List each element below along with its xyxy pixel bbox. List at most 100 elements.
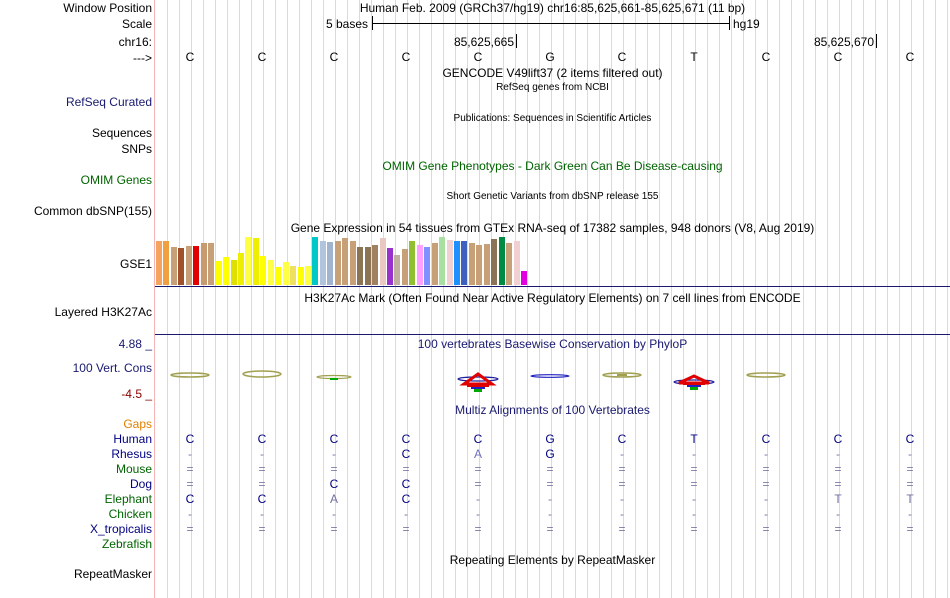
alignment-cell: =	[186, 522, 194, 536]
species-label[interactable]: X_tropicalis	[89, 522, 152, 536]
grid-line	[227, 0, 228, 598]
gtex-tissue-bar[interactable]	[163, 240, 170, 285]
gtex-tissue-bar[interactable]	[424, 246, 431, 285]
grid-line	[395, 0, 396, 598]
gencode-title[interactable]: GENCODE V49lift37 (2 items filtered out)	[442, 66, 663, 80]
sequences-track-label[interactable]: Sequences	[91, 126, 152, 140]
phylop-title[interactable]: 100 vertebrates Basewise Conservation by…	[417, 337, 688, 351]
gtex-tissue-bar[interactable]	[454, 240, 460, 285]
gtex-tissue-bar[interactable]	[446, 239, 453, 285]
species-label[interactable]: Human	[113, 432, 152, 446]
species-label[interactable]: Chicken	[108, 507, 152, 521]
gaps-label[interactable]: Gaps	[123, 417, 152, 431]
grid-line	[599, 0, 600, 598]
gtex-tissue-bar[interactable]	[521, 270, 528, 285]
gtex-tissue-bar[interactable]	[439, 237, 446, 285]
omim-title[interactable]: OMIM Gene Phenotypes - Dark Green Can Be…	[382, 159, 723, 173]
refseq-track-label[interactable]: RefSeq Curated	[65, 95, 152, 109]
sequence-base: T	[690, 50, 698, 64]
gtex-tissue-bar[interactable]	[401, 249, 408, 285]
species-label[interactable]: Rhesus	[111, 447, 152, 461]
grid-line	[323, 0, 324, 598]
refseq-title[interactable]: RefSeq genes from NCBI	[496, 82, 609, 93]
gtex-tissue-bar[interactable]	[342, 237, 349, 285]
grid-line	[935, 0, 936, 598]
gtex-tissue-bar[interactable]	[349, 240, 356, 285]
gtex-tissue-bar[interactable]	[178, 247, 185, 285]
grid-line	[851, 0, 852, 598]
dbsnp-track-label[interactable]: Common dbSNP(155)	[33, 204, 152, 218]
snps-track-label[interactable]: SNPs	[121, 142, 152, 156]
grid-line	[803, 0, 804, 598]
gtex-tissue-bar[interactable]	[267, 260, 274, 285]
gtex-tissue-bar[interactable]	[327, 241, 334, 285]
publications-title[interactable]: Publications: Sequences in Scientific Ar…	[453, 113, 652, 124]
gtex-tissue-bar[interactable]	[230, 260, 237, 285]
gtex-tissue-bar[interactable]	[260, 256, 267, 285]
alignment-cell: -	[764, 447, 768, 461]
gtex-tissue-bar[interactable]	[312, 237, 319, 285]
h3k27ac-track-label[interactable]: Layered H3K27Ac	[54, 305, 152, 319]
grid-line	[299, 0, 300, 598]
gtex-tissue-bar[interactable]	[252, 237, 259, 285]
gtex-tissue-bar[interactable]	[237, 253, 244, 285]
strand-label[interactable]: --->	[133, 51, 152, 65]
grid-line	[647, 0, 648, 598]
species-label[interactable]: Dog	[129, 477, 152, 491]
gtex-tissue-bar[interactable]	[461, 240, 468, 285]
gtex-tissue-bar[interactable]	[498, 237, 505, 285]
gtex-tissue-bar[interactable]	[483, 243, 490, 285]
gtex-expression-bars[interactable]	[156, 237, 536, 285]
h3k27ac-title[interactable]: H3K27Ac Mark (Often Found Near Active Re…	[304, 291, 801, 305]
gtex-tissue-bar[interactable]	[215, 261, 222, 285]
gtex-tissue-bar[interactable]	[416, 244, 423, 285]
gtex-tissue-bar[interactable]	[245, 237, 252, 285]
gtex-tissue-bar[interactable]	[208, 242, 215, 285]
repeatmasker-track-label[interactable]: RepeatMasker	[73, 567, 152, 581]
species-label[interactable]: Elephant	[104, 492, 152, 506]
gtex-tissue-bar[interactable]	[394, 255, 401, 285]
gtex-tissue-bar[interactable]	[193, 245, 200, 285]
gtex-tissue-bar[interactable]	[297, 266, 304, 285]
gtex-tissue-bar[interactable]	[364, 246, 371, 285]
gtex-tissue-bar[interactable]	[334, 240, 341, 285]
gtex-tissue-bar[interactable]	[156, 240, 162, 285]
cons-track-label[interactable]: 100 Vert. Cons	[72, 361, 152, 375]
gtex-tissue-bar[interactable]	[409, 240, 416, 285]
alignment-cell: G	[545, 447, 555, 461]
gtex-tissue-bar[interactable]	[290, 265, 297, 285]
gtex-tissue-bar[interactable]	[357, 246, 364, 285]
gtex-tissue-bar[interactable]	[379, 237, 386, 285]
omim-track-label[interactable]: OMIM Genes	[80, 173, 152, 187]
gtex-tissue-bar[interactable]	[491, 238, 498, 285]
gtex-tissue-bar[interactable]	[319, 240, 326, 285]
dbsnp-title[interactable]: Short Genetic Variants from dbSNP releas…	[446, 191, 659, 202]
gtex-tissue-bar[interactable]	[468, 242, 475, 285]
gtex-tissue-bar[interactable]	[200, 242, 207, 285]
gtex-tissue-bar[interactable]	[282, 261, 289, 285]
grid-line	[383, 0, 384, 598]
gse-track-label[interactable]: GSE1	[119, 257, 152, 271]
scale-text: 5 bases	[325, 17, 368, 31]
multiz-title[interactable]: Multiz Alignments of 100 Vertebrates	[455, 403, 650, 417]
phylop-graph[interactable]	[155, 360, 950, 400]
gtex-tissue-bar[interactable]	[223, 257, 230, 285]
species-label[interactable]: Zebrafish	[101, 537, 152, 551]
gtex-title[interactable]: Gene Expression in 54 tissues from GTEx …	[290, 221, 815, 235]
sequence-base: C	[833, 50, 843, 64]
gtex-tissue-bar[interactable]	[476, 244, 483, 285]
gtex-tissue-bar[interactable]	[170, 246, 177, 285]
gtex-tissue-bar[interactable]	[386, 247, 393, 285]
scale-db: hg19	[733, 17, 760, 31]
species-label[interactable]: Mouse	[115, 462, 152, 476]
gtex-tissue-bar[interactable]	[305, 265, 311, 285]
repeatmasker-title[interactable]: Repeating Elements by RepeatMasker	[449, 553, 656, 567]
alignment-cell: -	[836, 447, 840, 461]
grid-line	[311, 0, 312, 598]
gtex-tissue-bar[interactable]	[372, 244, 379, 285]
gtex-tissue-bar[interactable]	[185, 245, 192, 285]
gtex-tissue-bar[interactable]	[275, 266, 282, 285]
gtex-tissue-bar[interactable]	[506, 242, 513, 285]
gtex-tissue-bar[interactable]	[431, 242, 438, 285]
gtex-tissue-bar[interactable]	[513, 240, 520, 285]
